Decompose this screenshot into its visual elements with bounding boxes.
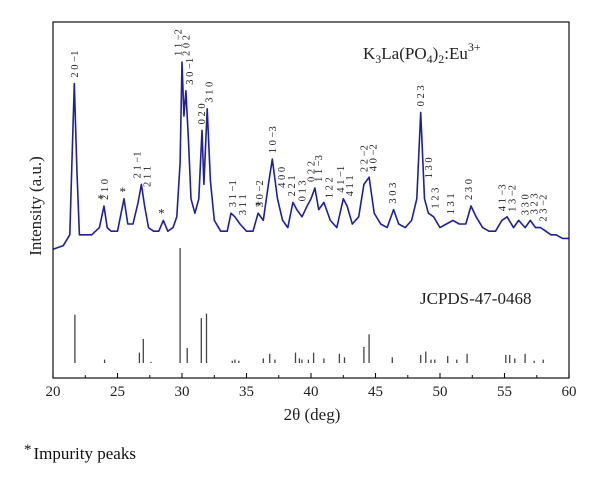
impurity-marker: *	[158, 205, 165, 220]
x-tick-label: 50	[433, 384, 448, 400]
peak-hkl-label: 2 0 2	[181, 35, 192, 56]
y-axis-label: Intensity (a.u.)	[26, 156, 45, 256]
x-tick-label: 35	[239, 384, 254, 400]
peak-hkl-label: 3 1 1	[238, 194, 249, 215]
peak-hkl-label: 0 2 0	[197, 103, 208, 124]
reference-label: JCPDS-47-0468	[420, 289, 531, 308]
peak-hkl-label: 2 3 0	[464, 179, 475, 200]
impurity-marker: *	[97, 191, 104, 206]
measured-pattern-line	[53, 62, 569, 249]
x-tick-label: 30	[175, 384, 190, 400]
x-axis-label: 2θ (deg)	[284, 405, 341, 424]
x-tick-label: 40	[304, 384, 319, 400]
x-tick-label: 45	[368, 384, 383, 400]
peak-hkl-label: 1 2 3	[430, 188, 441, 209]
impurity-marker: *	[255, 198, 262, 213]
peak-hkl-label: 1 3 0	[424, 157, 435, 178]
peak-hkl-label: 1 3 −2	[508, 185, 519, 212]
peak-hkl-label: 2 2 1	[287, 175, 298, 196]
x-tick-label: 25	[110, 384, 125, 400]
peak-hkl-label: 2 3 −2	[539, 195, 550, 222]
impurity-footnote: *Impurity peaks	[24, 442, 136, 464]
peak-hkl-label: 1 0 −3	[268, 126, 279, 153]
peak-hkl-label: 2 1 1	[143, 166, 154, 187]
measured-pattern-group	[53, 62, 569, 249]
peak-hkl-label: 3 0 3	[388, 183, 399, 204]
peak-hkl-label: 4 1 1	[345, 175, 356, 196]
footnote-text: Impurity peaks	[34, 444, 136, 463]
peak-hkl-label: 3 1 0	[205, 82, 216, 103]
x-tick-label: 55	[497, 384, 512, 400]
x-tick-label: 60	[562, 384, 577, 400]
peak-hkl-label: 3 0 −1	[185, 58, 196, 85]
peak-hkl-label: 1 3 1	[446, 193, 457, 214]
peak-hkl-label: 4 0 −2	[368, 144, 379, 171]
peak-hkl-label: 0 1 3	[298, 180, 309, 201]
x-tick-label: 20	[46, 384, 61, 400]
peak-hkl-label: 2 0 −1	[70, 51, 81, 78]
peak-hkl-label: 0 2 3	[416, 85, 427, 106]
peak-hkl-label: 1 1 −3	[314, 155, 325, 182]
peak-hkl-label: 1 2 2	[325, 177, 336, 198]
impurity-marker: *	[119, 184, 126, 199]
sample-label: K3La(PO4)2:Eu3+	[363, 40, 481, 66]
footnote-star: *	[24, 442, 32, 458]
